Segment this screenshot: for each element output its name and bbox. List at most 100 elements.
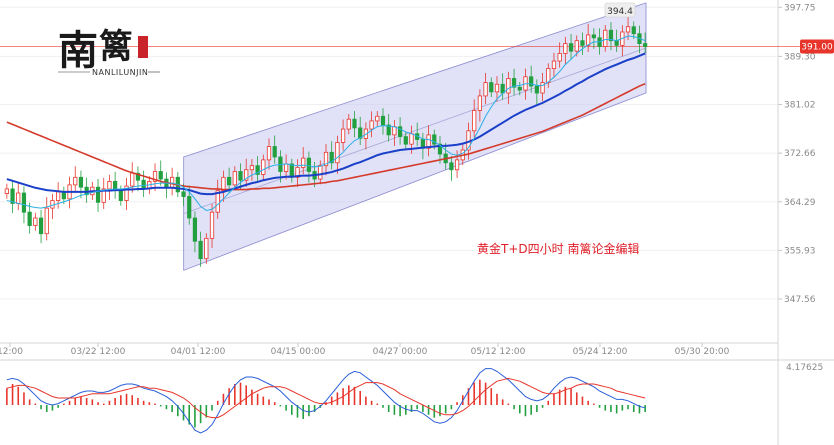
candle-body <box>301 157 306 168</box>
candle-body <box>437 143 443 155</box>
peak-price-tooltip: 394.4 <box>604 2 636 18</box>
x-tick-label: 04/01 12:00 <box>171 347 226 357</box>
candlesticks <box>4 17 648 267</box>
candle-body <box>568 43 574 52</box>
candle-body <box>215 190 220 213</box>
candle-body <box>409 133 414 145</box>
candle-body <box>209 211 215 239</box>
candle-body <box>192 217 198 242</box>
candle-body <box>266 146 272 161</box>
ma-fast-line <box>6 35 646 211</box>
y-tick-label: 397.75 <box>784 3 816 13</box>
candle-body <box>283 163 289 172</box>
candle-body <box>511 78 517 88</box>
macd-dif-line <box>6 368 646 434</box>
current-price-value: 391.00 <box>801 43 833 53</box>
y-tick-label: 355.93 <box>784 246 816 256</box>
candle-body <box>346 118 351 130</box>
candle-body <box>249 165 255 171</box>
time-axis-labels: 12:00 03/22 12:00 04/01 12:00 04/15 00:00 04… <box>0 343 730 357</box>
x-tick-label: 04/15 00:00 <box>271 347 326 357</box>
candle-body <box>272 146 277 158</box>
candle-body <box>426 134 431 149</box>
candle-body <box>16 192 21 204</box>
candle-body <box>61 191 66 200</box>
logo-subtitle: NANLILUNJIN <box>92 68 148 77</box>
candle-body <box>27 211 32 226</box>
indicator-axis-value: 4.17625 <box>786 363 823 373</box>
candle-body <box>10 188 15 204</box>
candle-body <box>608 29 614 42</box>
candle-body <box>118 190 123 201</box>
candle-body <box>631 26 636 35</box>
candle-body <box>21 192 27 213</box>
candle-body <box>73 176 78 186</box>
y-tick-label: 389.30 <box>784 52 816 62</box>
candle-body <box>335 142 340 164</box>
candle-body <box>625 26 631 33</box>
y-tick-label: 364.29 <box>784 198 816 208</box>
x-tick-label: 03/22 12:00 <box>71 347 126 357</box>
peak-price-value: 394.4 <box>607 7 633 17</box>
candle-body <box>198 240 203 260</box>
macd-dea-line <box>6 377 646 419</box>
logo-seal-icon <box>138 36 148 58</box>
candle-body <box>403 136 408 145</box>
trend-channel-midline <box>183 47 647 215</box>
candle-body <box>529 76 534 87</box>
candle-body <box>238 171 243 181</box>
price-axis-labels: 397.75 389.30 381.02 372.66 364.29 355.93 347.… <box>784 3 816 305</box>
candle-body <box>289 163 294 178</box>
candle-body <box>158 171 163 180</box>
candle-body <box>369 120 374 130</box>
candle-body <box>397 126 403 138</box>
candle-body <box>318 165 323 180</box>
candle-body <box>489 82 494 93</box>
candle-body <box>603 29 608 47</box>
candle-body <box>181 191 186 197</box>
candle-body <box>540 82 545 94</box>
candle-body <box>477 95 482 111</box>
candle-body <box>38 217 44 235</box>
candle-body <box>227 176 232 186</box>
y-tick-label: 372.66 <box>784 149 816 159</box>
trend-channel <box>183 2 647 271</box>
candle-body <box>187 196 192 219</box>
chart-annotation: 黄金T+D四小时 南篱论金编辑 <box>477 241 639 256</box>
candle-body <box>352 118 357 129</box>
candle-body <box>170 176 175 188</box>
candle-body <box>95 186 101 203</box>
candle-body <box>244 169 249 181</box>
candle-body <box>506 78 511 94</box>
candle-body <box>574 40 579 52</box>
candle-body <box>323 151 329 167</box>
candle-body <box>591 34 596 39</box>
logo-glyph-1: 南 <box>58 27 98 74</box>
candle-body <box>101 188 106 203</box>
y-tick-label: 347.56 <box>784 295 816 305</box>
candle-body <box>500 83 505 94</box>
candle-body <box>563 43 568 54</box>
candle-body <box>614 40 619 46</box>
candle-body <box>551 60 557 70</box>
candle-body <box>204 237 209 260</box>
candle-body <box>643 43 648 47</box>
x-tick-label: 05/24 12:00 <box>573 347 628 357</box>
candle-body <box>483 82 488 97</box>
candle-body <box>152 171 158 182</box>
candle-body <box>386 124 391 136</box>
ma-mid-line <box>6 52 646 196</box>
candle-body <box>375 115 380 122</box>
candle-body <box>261 159 266 175</box>
candle-body <box>221 176 226 192</box>
x-tick-label: 04/27 00:00 <box>373 347 428 357</box>
candle-body <box>329 151 334 164</box>
candle-body <box>472 110 477 132</box>
candle-body <box>124 185 129 201</box>
candle-body <box>534 85 539 94</box>
candle-body <box>33 217 38 226</box>
candle-body <box>130 172 135 187</box>
candle-body <box>380 115 386 126</box>
grid-lines <box>0 6 782 300</box>
